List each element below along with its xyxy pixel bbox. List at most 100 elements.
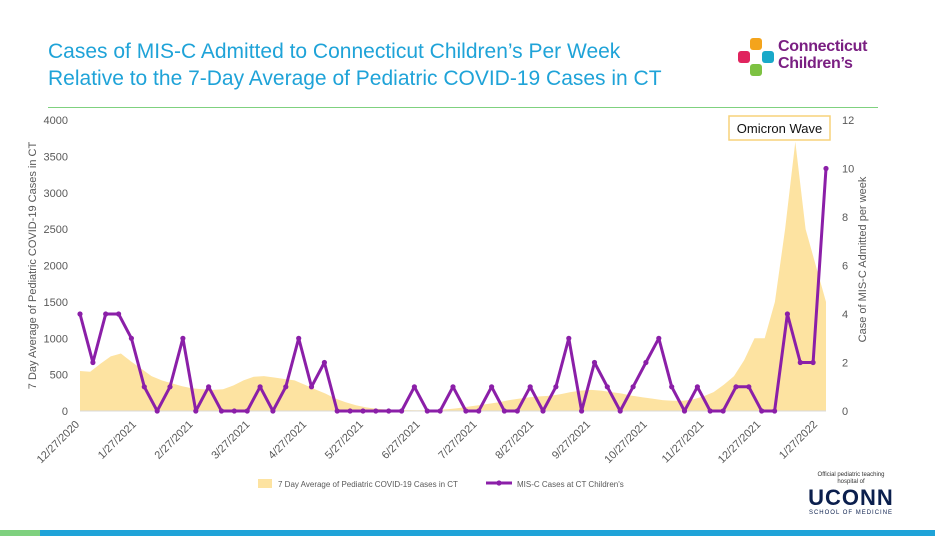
misc-cases-point (360, 408, 366, 414)
omicron-annotation-box (728, 115, 831, 141)
misc-cases-point (244, 408, 250, 414)
misc-cases-point (373, 408, 379, 414)
misc-cases-point (128, 335, 134, 341)
bottom-accent-bar-green (0, 530, 40, 536)
misc-cases-point (630, 384, 636, 390)
y2-tick-label: 4 (842, 309, 848, 321)
legend-area-swatch (258, 479, 272, 488)
misc-cases-point (411, 384, 417, 390)
misc-cases-point (257, 384, 263, 390)
misc-cases-point (681, 408, 688, 414)
misc-cases-point (553, 384, 559, 390)
title-line-2: Relative to the 7-Day Average of Pediatr… (48, 67, 662, 90)
y-tick-label: 2500 (44, 224, 68, 236)
connecticut-childrens-logo: Connecticut Children’s (738, 38, 888, 80)
misc-cases-point (772, 408, 778, 414)
logo-square-left (738, 51, 750, 63)
misc-cases-point (206, 384, 212, 390)
misc-cases-point (476, 408, 482, 414)
misc-cases-point (463, 408, 469, 414)
misc-cases-point (591, 359, 598, 366)
y-axis-title: 7 Day Average of Pediatric COVID-19 Case… (27, 142, 39, 390)
y2-axis-title: Case of MIS-C Admitted per week (857, 176, 869, 342)
misc-cases-point (218, 408, 225, 414)
logo-square-top (750, 38, 762, 50)
misc-cases-point (733, 384, 739, 390)
x-tick-label: 12/27/2021 (716, 419, 763, 466)
footer-note-line-2: hospital of (837, 479, 865, 485)
logo-square-bottom (750, 64, 762, 76)
misc-cases-point (720, 408, 726, 414)
misc-cases-point (334, 408, 340, 414)
misc-cases-point (321, 359, 327, 366)
x-tick-label: 9/27/2021 (550, 419, 593, 462)
x-tick-label: 6/27/2021 (380, 419, 423, 462)
x-tick-label: 11/27/2021 (660, 419, 707, 466)
header-divider (48, 107, 878, 108)
y2-tick-label: 2 (842, 358, 848, 370)
x-tick-label: 3/27/2021 (209, 419, 252, 462)
misc-cases-line (78, 168, 828, 413)
y2-tick-label: 12 (842, 115, 854, 127)
misc-cases-point (270, 408, 276, 414)
misc-cases-point (617, 408, 623, 414)
misc-cases-point (759, 408, 765, 414)
misc-cases-point (296, 335, 302, 341)
y2-tick-label: 0 (842, 406, 848, 418)
misc-cases-point (823, 165, 829, 172)
misc-cases-point (514, 408, 520, 414)
misc-cases-point (231, 408, 237, 414)
covid-cases-area (80, 141, 826, 412)
y2-tick-label: 8 (842, 212, 848, 224)
misc-cases-point (643, 359, 649, 366)
misc-cases-point (90, 359, 96, 366)
misc-cases-point (566, 335, 572, 341)
x-tick-label: 8/27/2021 (493, 419, 536, 462)
logo-line-2: Children’s (778, 55, 853, 72)
legend-line-marker (496, 480, 502, 486)
x-tick-label: 5/27/2021 (323, 419, 366, 462)
title-line-1: Cases of MIS-C Admitted to Connecticut C… (48, 40, 621, 63)
misc-cases-point (604, 384, 610, 390)
misc-cases-point (424, 408, 430, 414)
chart-svg: 0 500 1000 1500 2000 2500 3000 3500 4000 0 2 4 6 8 10 1… (27, 115, 869, 489)
misc-cases-point (154, 408, 160, 414)
misc-cases-point (386, 408, 392, 414)
bottom-accent-bar (0, 530, 935, 536)
y-tick-label: 0 (62, 406, 68, 418)
y2-tick-label: 6 (842, 261, 848, 273)
x-tick-label: 4/27/2021 (266, 419, 309, 462)
school-of-medicine-label: SCHOOL OF MEDICINE (808, 510, 894, 516)
footer-note-line-1: Official pediatric teaching (817, 472, 885, 478)
logo-line-1: Connecticut (778, 38, 868, 55)
misc-cases-point (141, 384, 147, 390)
logo-cross-icon (738, 38, 774, 76)
x-tick-label: 12/27/2020 (35, 419, 82, 466)
y-tick-label: 1000 (44, 333, 68, 345)
misc-cases-point (77, 311, 83, 317)
misc-cases-point (283, 384, 289, 390)
x-tick-label: 2/27/2021 (153, 419, 196, 462)
y-tick-label: 1500 (44, 297, 68, 309)
x-tick-label: 1/27/2022 (777, 419, 820, 462)
misc-cases-point (193, 408, 199, 414)
legend-line-label: MIS-C Cases at CT Children's (517, 480, 624, 489)
misc-cases-point (489, 384, 495, 390)
y-tick-label: 3000 (44, 188, 68, 200)
logo-square-right (762, 51, 774, 63)
misc-cases-point (501, 408, 507, 414)
x-tick-label: 10/27/2021 (602, 419, 649, 466)
misc-cases-point (707, 408, 713, 414)
misc-cases-point (347, 408, 353, 414)
misc-cases-point (437, 408, 443, 414)
uconn-brand: Official pediatric teaching hospital of … (796, 472, 906, 516)
chart-title: Cases of MIS-C Admitted to Connecticut C… (48, 38, 662, 92)
logo-wordmark: Connecticut Children’s (778, 38, 867, 72)
misc-cases-point (669, 384, 675, 390)
y-tick-label: 2000 (44, 261, 68, 273)
misc-cases-point (180, 335, 186, 341)
x-tick-label: 1/27/2021 (96, 419, 139, 462)
misc-cases-point (540, 408, 546, 414)
misc-cases-point (784, 311, 791, 317)
uconn-wordmark: UCONN (808, 485, 894, 510)
